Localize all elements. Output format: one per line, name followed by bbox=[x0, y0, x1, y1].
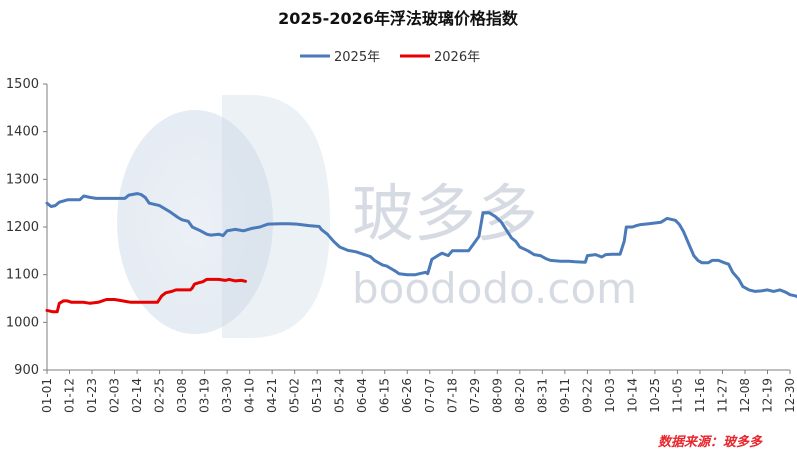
series-line-2026 bbox=[45, 277, 247, 314]
x-tick-label: 03-08 bbox=[175, 378, 189, 413]
x-tick-label: 09-22 bbox=[580, 378, 594, 413]
x-tick-label: 03-19 bbox=[198, 378, 212, 413]
x-tick-label: 02-03 bbox=[108, 378, 122, 413]
x-tick-label: 08-20 bbox=[513, 378, 527, 413]
y-tick-label: 900 bbox=[14, 363, 39, 378]
x-tick-label: 06-04 bbox=[355, 378, 369, 413]
y-axis-ticks: 900 1000 1100 1200 1300 1400 1500 bbox=[6, 77, 47, 378]
x-tick-label: 05-24 bbox=[333, 378, 347, 413]
x-tick-label: 08-31 bbox=[535, 378, 549, 413]
y-tick-label: 1200 bbox=[6, 220, 39, 235]
x-tick-label: 08-09 bbox=[490, 378, 504, 413]
x-tick-label: 02-25 bbox=[153, 378, 167, 413]
x-tick-label: 12-30 bbox=[783, 378, 797, 413]
x-tick-label: 06-15 bbox=[378, 378, 392, 413]
x-tick-label: 11-16 bbox=[693, 378, 707, 413]
x-tick-label: 03-30 bbox=[220, 378, 234, 413]
watermark-left-blob bbox=[117, 110, 273, 334]
x-tick-label: 11-27 bbox=[715, 378, 729, 413]
legend: 2025年 2026年 bbox=[300, 50, 480, 65]
x-tick-label: 06-26 bbox=[400, 378, 414, 413]
y-tick-label: 1000 bbox=[6, 315, 39, 330]
x-tick-label: 07-29 bbox=[468, 378, 482, 413]
x-tick-label: 05-13 bbox=[310, 378, 324, 413]
watermark-logo: 玻多多 boododo.com bbox=[117, 95, 637, 338]
x-axis-ticks: 01-01 01-12 01-23 02-03 02-14 02-25 03-08 03-19… bbox=[40, 370, 797, 413]
x-tick-label: 11-05 bbox=[670, 378, 684, 413]
x-tick-label: 07-18 bbox=[445, 378, 459, 413]
x-tick-label: 01-23 bbox=[85, 378, 99, 413]
series-group bbox=[45, 192, 797, 314]
x-tick-label: 04-21 bbox=[265, 378, 279, 413]
x-tick-label: 01-01 bbox=[40, 378, 54, 413]
legend-label: 2025年 bbox=[334, 50, 380, 65]
watermark-url: boododo.com bbox=[352, 264, 637, 313]
x-tick-label: 04-10 bbox=[243, 378, 257, 413]
chart-title: 2025-2026年浮法玻璃价格指数 bbox=[278, 9, 519, 28]
x-tick-label: 02-14 bbox=[130, 378, 144, 413]
legend-label: 2026年 bbox=[434, 50, 480, 65]
x-tick-label: 10-14 bbox=[625, 378, 639, 413]
x-tick-label: 01-12 bbox=[63, 378, 77, 413]
x-tick-label: 12-19 bbox=[760, 378, 774, 413]
y-tick-label: 1300 bbox=[6, 172, 39, 187]
x-tick-label: 10-25 bbox=[648, 378, 662, 413]
y-tick-label: 1400 bbox=[6, 125, 39, 140]
x-tick-label: 12-08 bbox=[738, 378, 752, 413]
x-tick-label: 05-02 bbox=[288, 378, 302, 413]
source-note: 数据来源：玻多多 bbox=[658, 434, 763, 450]
watermark-brand: 玻多多 bbox=[352, 177, 538, 250]
watermark-d-shape bbox=[222, 95, 330, 338]
x-tick-label: 09-11 bbox=[558, 378, 572, 413]
x-tick-label: 10-03 bbox=[603, 378, 617, 413]
x-tick-label: 07-07 bbox=[423, 378, 437, 413]
series-line-2025 bbox=[45, 192, 797, 299]
y-tick-label: 1100 bbox=[6, 268, 39, 283]
y-tick-label: 1500 bbox=[6, 77, 39, 92]
